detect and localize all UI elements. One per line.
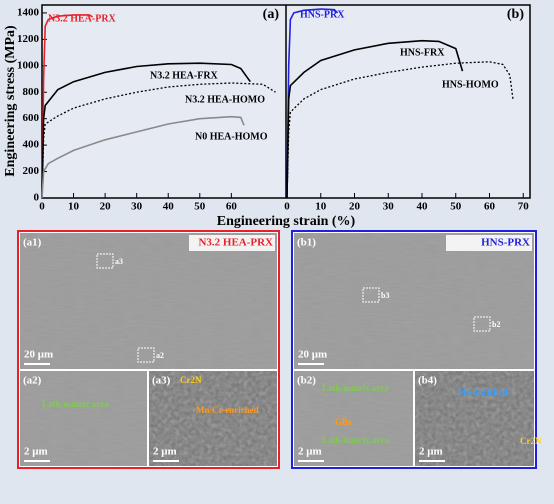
x-tick-label: 30 [383, 201, 395, 213]
scale-label: 2 μm [419, 446, 443, 458]
stress-strain-curve [41, 62, 251, 199]
stress-strain-curve [41, 115, 245, 199]
annotation: Lath-matrix area [322, 435, 389, 445]
x-tick-label: 10 [68, 201, 80, 213]
x-axis-label: Engineering strain (%) [217, 214, 356, 229]
y-tick-label: 400 [23, 139, 40, 151]
x-tick-label: 50 [450, 201, 462, 213]
panel-label: (b) [507, 7, 524, 22]
annotation: Mn/Cr-enriched [196, 405, 259, 415]
annotation: b3 [381, 291, 389, 300]
curve-label: HNS-HOMO [442, 79, 499, 90]
micrograph-label: (a3) [152, 375, 171, 387]
micrograph-label: (b4) [418, 375, 437, 387]
region-marker [362, 287, 380, 303]
region-marker [137, 347, 155, 363]
x-tick-label: 20 [349, 201, 361, 213]
micrograph-label: (a1) [23, 237, 42, 249]
x-tick-label: 60 [484, 201, 496, 213]
micrograph-texture [415, 371, 534, 466]
stress-strain-curve [286, 8, 339, 199]
scale-label: 20 μm [24, 349, 53, 361]
x-tick-label: 70 [518, 201, 530, 213]
y-tick-label: 200 [23, 165, 40, 177]
x-tick-label: 60 [226, 201, 238, 213]
curve-label: N3.2 HEA-FRX [150, 70, 219, 81]
annotation: Lath-matrix area [42, 399, 109, 409]
y-tick-label: 1200 [17, 33, 40, 45]
y-tick-label: 600 [23, 112, 40, 124]
title-box [189, 235, 275, 251]
region-marker [473, 316, 491, 332]
micrograph-texture [149, 371, 277, 466]
scale-label: 20 μm [298, 349, 327, 361]
annotation: Lath-matrix area [322, 383, 389, 393]
y-tick-label: 0 [34, 192, 40, 204]
stress-strain-curve [41, 82, 276, 199]
annotation: Mo-enriched [458, 387, 508, 397]
annotation: a3 [115, 257, 123, 266]
panel-label: (a) [263, 7, 280, 22]
region-marker [96, 253, 114, 269]
curve-label: N3.2 HEA-PRX [48, 13, 117, 24]
y-tick-label: 1000 [17, 59, 40, 71]
micrograph-label: (b1) [297, 237, 316, 249]
micrograph-label: (a2) [23, 375, 42, 387]
scale-label: 2 μm [24, 446, 48, 458]
micrograph-texture [294, 233, 534, 369]
annotation: Cr2N [180, 375, 202, 385]
stress-strain-curve [286, 61, 514, 199]
curve-label: N0 HEA-HOMO [195, 131, 268, 142]
x-tick-label: 40 [417, 201, 429, 213]
micrograph-title: N3.2 HEA-PRX [198, 237, 273, 249]
annotation: a2 [156, 351, 164, 360]
micrograph-label: (b2) [297, 375, 316, 387]
x-tick-label: 0 [39, 201, 45, 213]
annotation: b2 [492, 320, 500, 329]
x-tick-label: 30 [131, 201, 143, 213]
curve-label: HNS-PRX [300, 9, 345, 20]
scale-label: 2 μm [298, 446, 322, 458]
title-box [446, 235, 532, 251]
x-tick-label: 20 [100, 201, 112, 213]
curve-label: N3.2 HEA-HOMO [185, 94, 265, 105]
stress-strain-curve [286, 39, 464, 199]
y-tick-label: 800 [23, 86, 40, 98]
annotation: GBs [335, 417, 352, 427]
stress-strain-curve [41, 14, 93, 199]
x-tick-label: 50 [194, 201, 206, 213]
x-tick-label: 10 [315, 201, 327, 213]
curve-label: HNS-FRX [400, 47, 445, 58]
y-axis-label: Engineering stress (MPa) [3, 25, 18, 177]
annotation: Cr2N [520, 436, 542, 446]
micrograph-texture [294, 371, 413, 466]
scale-label: 2 μm [153, 446, 177, 458]
x-tick-label: 40 [163, 201, 175, 213]
micrograph-title: HNS-PRX [481, 237, 530, 249]
micrograph-texture [20, 233, 277, 369]
micrograph-texture [20, 371, 147, 466]
y-tick-label: 1400 [17, 6, 40, 18]
x-tick-label: 0 [284, 201, 290, 213]
